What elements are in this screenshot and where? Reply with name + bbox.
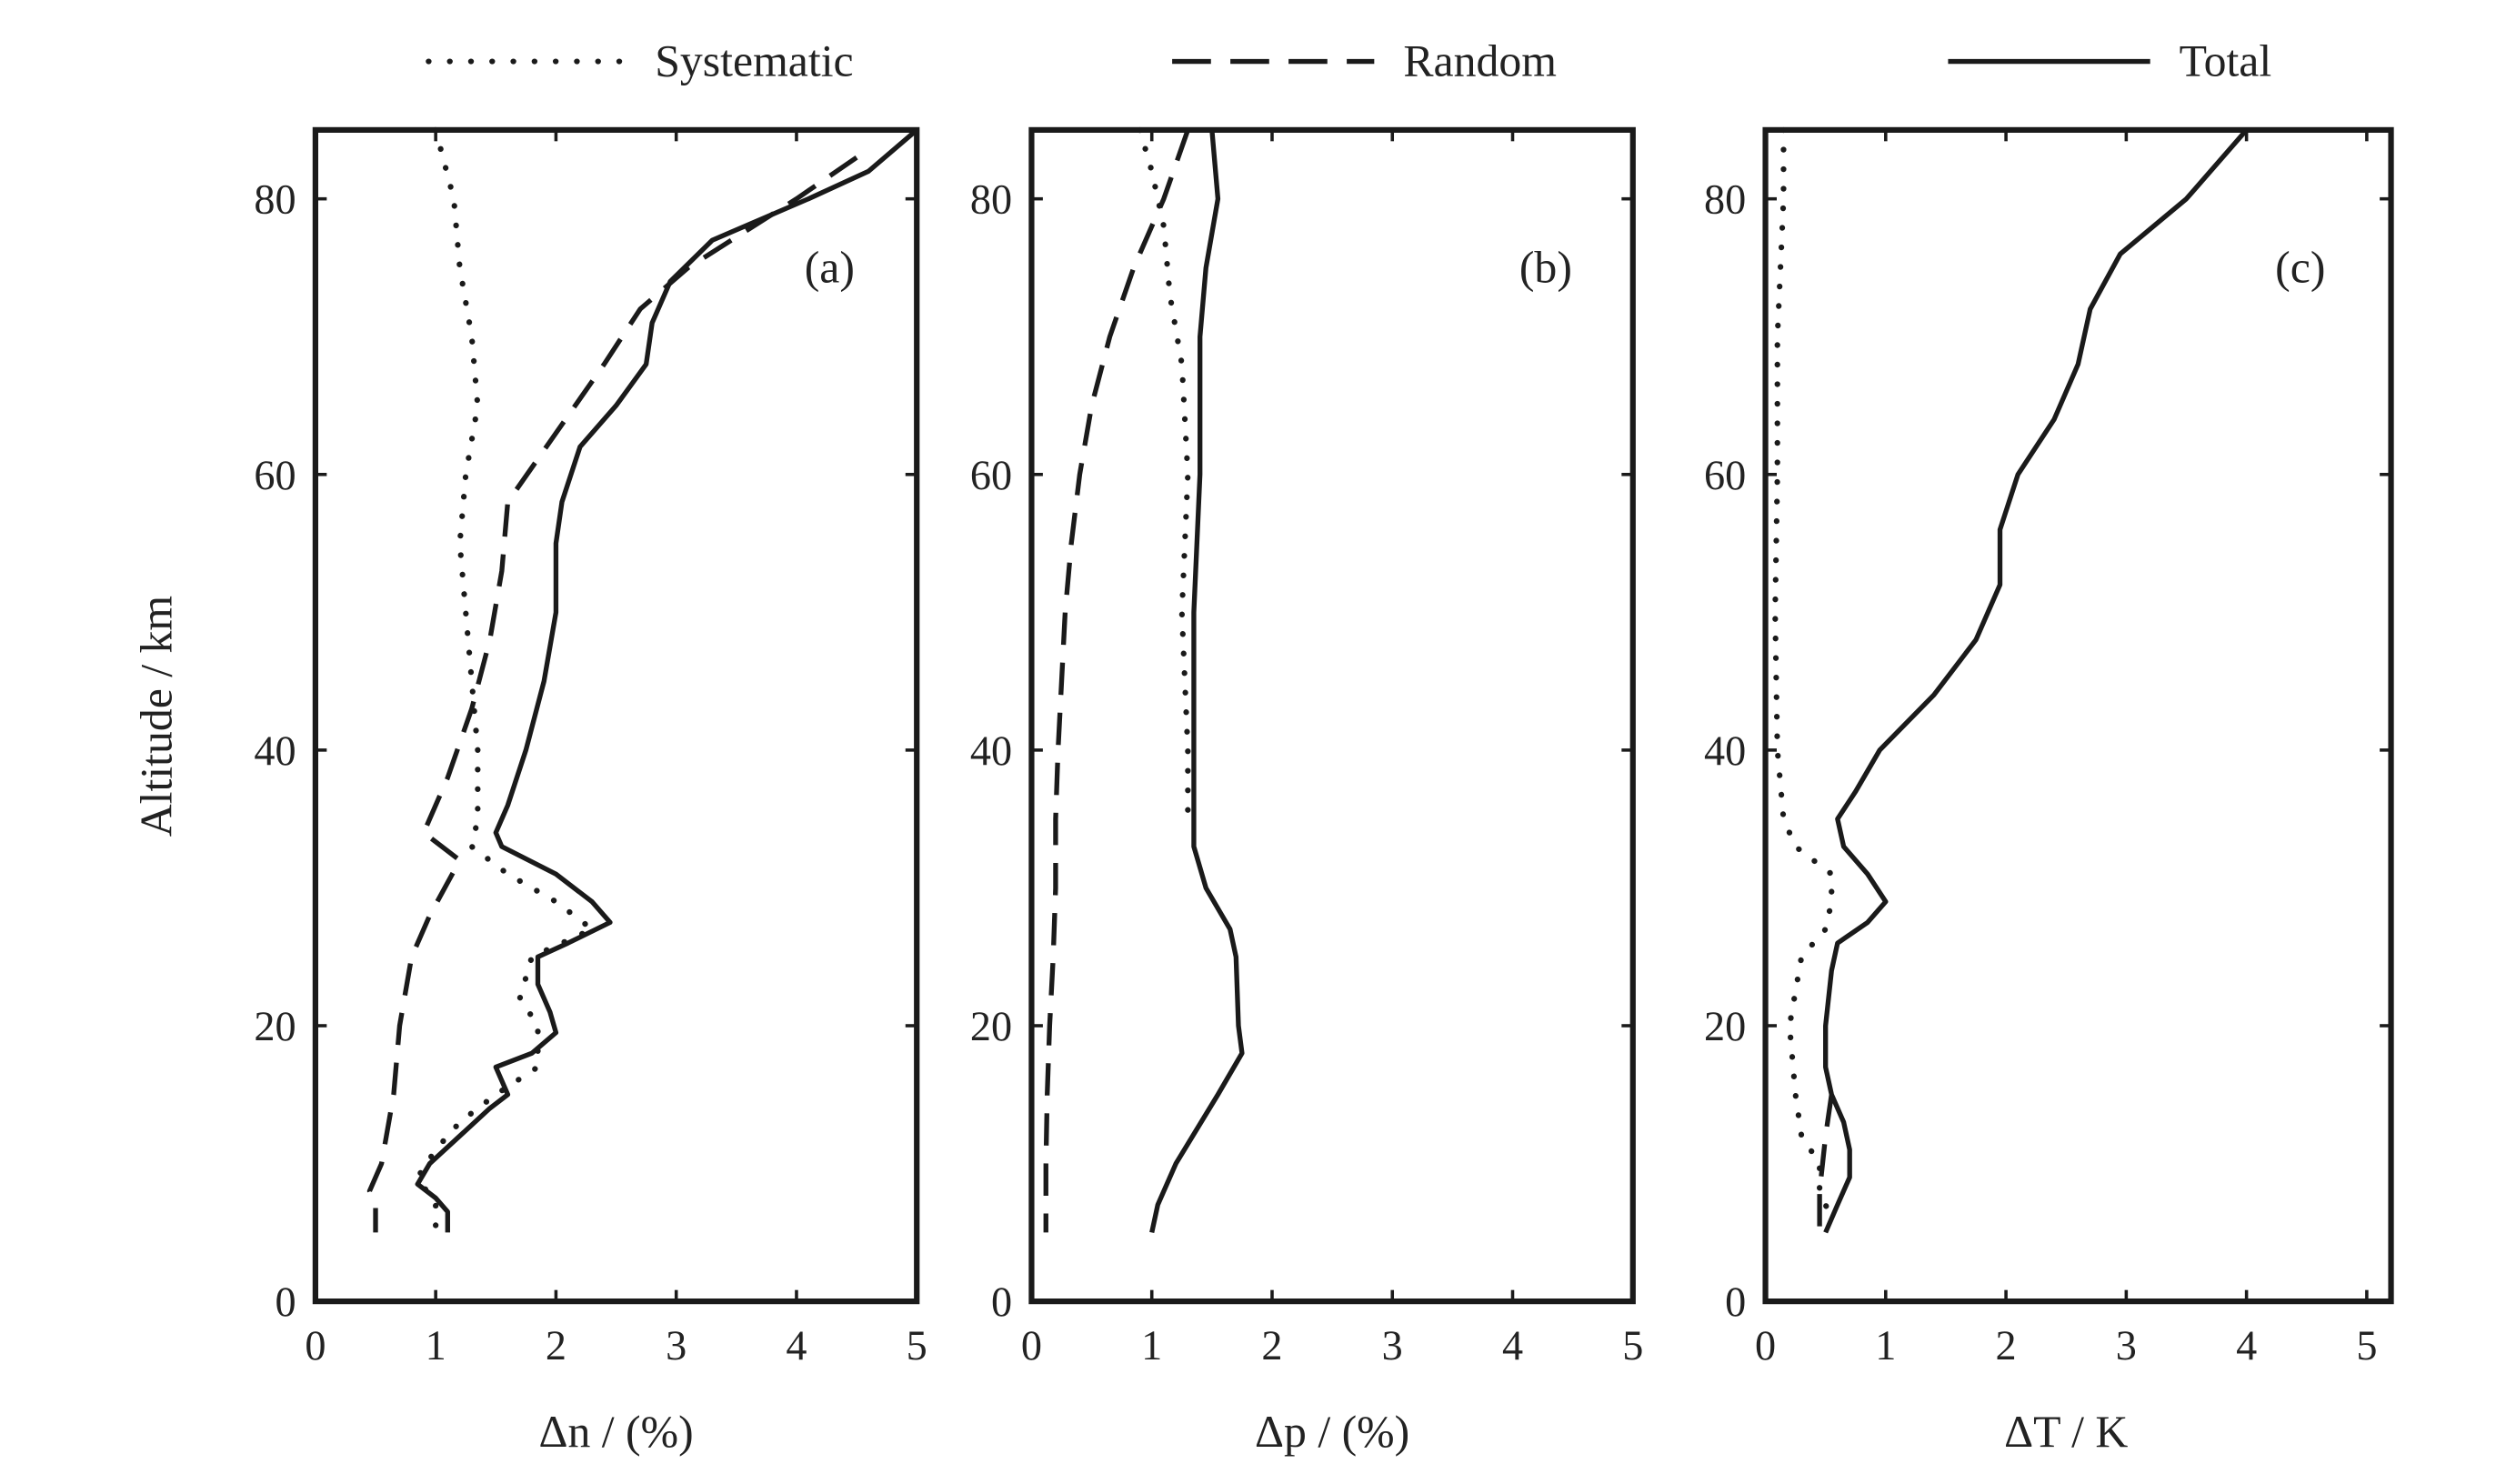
- y-tick-label: 0: [275, 1278, 296, 1325]
- x-tick-label: 2: [1996, 1322, 2017, 1369]
- x-tick-label: 0: [1755, 1322, 1776, 1369]
- y-tick-label: 20: [970, 1003, 1012, 1049]
- x-axis-label: ΔT / K: [2004, 1407, 2128, 1457]
- panel-label: (a): [805, 242, 855, 292]
- y-tick-label: 40: [254, 727, 296, 774]
- x-tick-label: 0: [1021, 1322, 1042, 1369]
- y-axis-label: Altitude / km: [132, 596, 182, 837]
- panel-b: 0 1 2 3 4 5 0 20 40 60 80 (b) Δp / (%): [970, 126, 1643, 1457]
- y-tick-label: 80: [970, 176, 1012, 223]
- x-tick-label: 1: [1875, 1322, 1896, 1369]
- series-total-line: [1149, 129, 1245, 1233]
- legend: Systematic Random Total: [426, 36, 2272, 86]
- legend-label-systematic: Systematic: [655, 36, 853, 86]
- x-tick-label: 1: [1141, 1322, 1162, 1369]
- series-random-line: [1043, 129, 1190, 1233]
- x-tick-label: 5: [907, 1322, 927, 1369]
- legend-label-random: Random: [1403, 36, 1557, 86]
- legend-label-total: Total: [2180, 36, 2272, 86]
- x-tick-label: 4: [786, 1322, 807, 1369]
- y-tick-label: 40: [970, 727, 1012, 774]
- plot-frame: [312, 126, 920, 1305]
- series-systematic-line: [1772, 126, 1835, 1222]
- x-tick-label: 5: [1622, 1322, 1643, 1369]
- series-random-line: [366, 155, 858, 1233]
- x-tick-label: 1: [426, 1322, 446, 1369]
- plot-frame: [1028, 126, 1636, 1305]
- panel-a: 0 1 2 3 4 5 0 20 40 60 80 (a) Δn / (%): [254, 126, 927, 1457]
- y-tick-label: 60: [254, 452, 296, 498]
- series-total-line: [415, 127, 918, 1233]
- x-tick-label: 3: [666, 1322, 687, 1369]
- y-tick-label: 60: [970, 452, 1012, 498]
- x-tick-label: 5: [2356, 1322, 2377, 1369]
- panel-label: (b): [1519, 242, 1572, 292]
- series-total-line: [1823, 128, 2249, 1234]
- x-tick-label: 2: [1261, 1322, 1282, 1369]
- y-tick-label: 60: [1704, 452, 1746, 498]
- series-random-line: [1817, 1094, 1834, 1233]
- x-axis-label: Δp / (%): [1255, 1407, 1409, 1457]
- y-tick-label: 80: [254, 176, 296, 223]
- y-tick-label: 40: [1704, 727, 1746, 774]
- series-systematic-line: [415, 126, 596, 1236]
- y-tick-label: 80: [1704, 176, 1746, 223]
- y-tick-label: 0: [991, 1278, 1012, 1325]
- x-tick-label: 3: [1382, 1322, 1403, 1369]
- x-tick-label: 0: [305, 1322, 326, 1369]
- y-tick-label: 0: [1725, 1278, 1746, 1325]
- x-tick-label: 2: [546, 1322, 566, 1369]
- x-tick-label: 4: [2236, 1322, 2257, 1369]
- x-tick-label: 4: [1502, 1322, 1523, 1369]
- y-tick-label: 20: [254, 1003, 296, 1049]
- panel-label: (c): [2275, 242, 2325, 292]
- plot-frame: [1762, 126, 2394, 1305]
- panel-c: 0 1 2 3 4 5 0 20 40 60 80 (c) ΔT / K: [1704, 126, 2394, 1457]
- y-tick-label: 20: [1704, 1003, 1746, 1049]
- x-tick-label: 3: [2116, 1322, 2137, 1369]
- x-axis-label: Δn / (%): [538, 1407, 693, 1457]
